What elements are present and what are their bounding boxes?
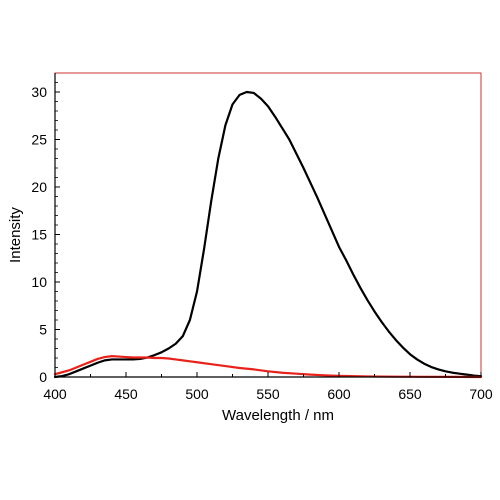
x-tick-label: 400: [43, 386, 67, 402]
y-tick-label: 5: [39, 322, 47, 338]
y-tick-label: 15: [31, 227, 47, 243]
series-line-2: [53, 355, 483, 379]
y-tick-label: 0: [39, 369, 47, 385]
y-axis-label: Intensity: [7, 207, 24, 263]
x-tick-label: 600: [327, 386, 351, 402]
y-tick-label: 10: [31, 274, 47, 290]
y-ticks: 0 5 10 15 20 25 30: [31, 82, 60, 385]
series-line-1: [53, 90, 483, 379]
x-tick-label: 700: [469, 386, 493, 402]
series-layer: [53, 90, 483, 379]
x-tick-label: 550: [256, 386, 280, 402]
y-tick-label: 20: [31, 179, 47, 195]
x-ticks: 400 450 500 550 600 650 700: [43, 372, 493, 402]
x-axis-label: Wavelength / nm: [222, 407, 334, 424]
y-tick-label: 30: [31, 84, 47, 100]
y-tick-label: 25: [31, 132, 47, 148]
x-tick-label: 650: [398, 386, 422, 402]
x-tick-label: 450: [114, 386, 138, 402]
x-tick-label: 500: [185, 386, 209, 402]
